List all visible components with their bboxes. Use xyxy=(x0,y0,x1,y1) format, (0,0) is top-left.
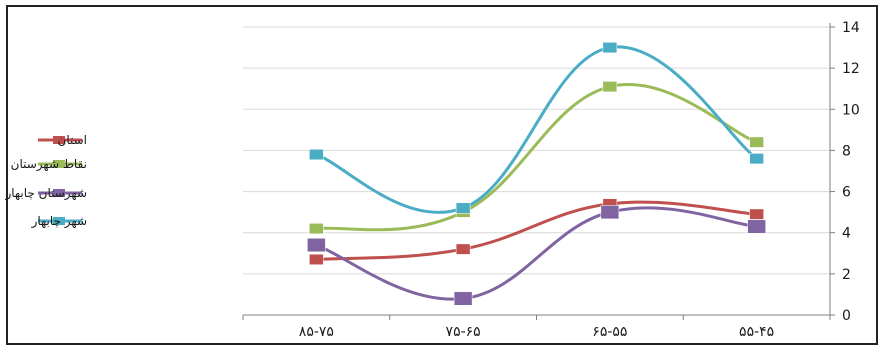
y-tick-label: 0 xyxy=(842,308,851,324)
legend-swatch-marker xyxy=(53,160,65,168)
series-group xyxy=(307,42,766,306)
legend-swatch-marker xyxy=(53,189,65,197)
series-line xyxy=(315,45,758,214)
series-1 xyxy=(309,198,764,265)
x-tick-label: ۸۵-۷۵ xyxy=(299,324,334,340)
tick-labels: 0 2 4 6 8 10 12 14 ۸۵-۷۵ ۷۵-۶۵ ۶۵-۵۵ ۵۵-۴۵ xyxy=(299,20,860,340)
series-3 xyxy=(307,205,766,306)
legend-label: شهر چابهار xyxy=(31,214,87,229)
data-point xyxy=(747,219,766,234)
data-point xyxy=(309,149,324,161)
legend-item-1: استان xyxy=(38,133,87,147)
x-tick-label: ۵۵-۴۵ xyxy=(739,324,774,340)
legend: استان نقاط شهرستان شهرستان چابهار شهر چابها… xyxy=(4,133,87,229)
series-line xyxy=(316,83,758,232)
data-point xyxy=(749,153,764,165)
x-tick-label: ۶۵-۵۵ xyxy=(592,324,627,340)
data-point xyxy=(600,205,620,220)
data-point xyxy=(309,253,324,265)
legend-swatch-marker xyxy=(53,217,65,225)
legend-label: نقاط شهرستان xyxy=(11,157,87,172)
data-point xyxy=(455,202,471,214)
data-point xyxy=(309,223,324,235)
legend-item-3: شهرستان چابهار xyxy=(4,186,87,201)
series-line xyxy=(316,200,757,261)
data-point xyxy=(749,208,764,220)
data-point xyxy=(453,291,473,306)
series-line xyxy=(315,206,757,301)
chart-border xyxy=(6,5,878,345)
y-tick-label: 4 xyxy=(842,226,851,242)
y-tick-label: 10 xyxy=(842,102,860,118)
y-tick-label: 14 xyxy=(842,20,860,36)
data-point xyxy=(602,81,618,93)
data-point xyxy=(455,243,471,255)
y-tick-label: 12 xyxy=(842,61,860,77)
legend-item-2: نقاط شهرستان xyxy=(11,157,87,172)
data-point xyxy=(307,238,326,253)
legend-label: استان xyxy=(58,133,87,147)
series-4 xyxy=(309,42,764,214)
axes xyxy=(242,23,835,320)
legend-label: شهرستان چابهار xyxy=(4,186,87,201)
legend-item-4: شهر چابهار xyxy=(31,214,87,229)
data-point xyxy=(602,42,618,54)
legend-swatch-marker xyxy=(53,136,65,144)
x-tick-label: ۷۵-۶۵ xyxy=(446,324,481,340)
y-tick-label: 6 xyxy=(842,185,851,201)
gridlines xyxy=(243,26,830,275)
y-tick-label: 2 xyxy=(842,267,851,283)
data-point xyxy=(749,136,764,148)
y-tick-label: 8 xyxy=(842,143,851,159)
